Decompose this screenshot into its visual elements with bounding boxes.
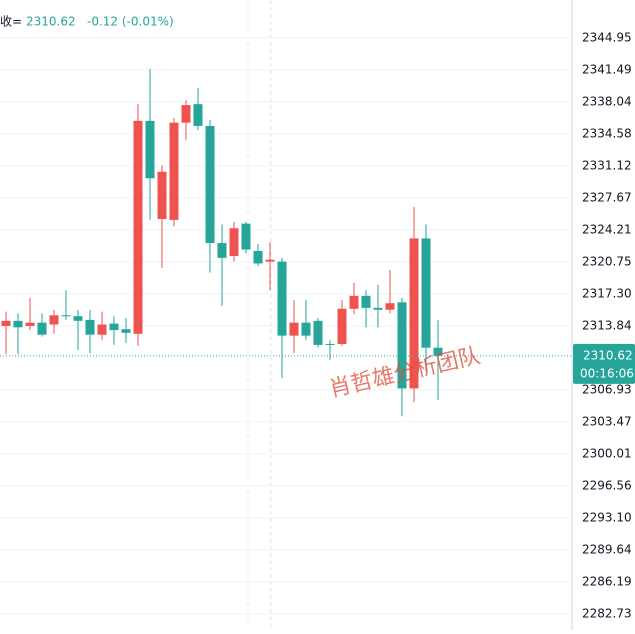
y-tick-label: 2320.75 xyxy=(582,255,632,269)
candle-body xyxy=(13,320,23,328)
y-tick-label: 2317.30 xyxy=(582,286,632,300)
candle-body xyxy=(217,243,227,258)
candle-body xyxy=(181,105,191,123)
countdown: 00:16:06 xyxy=(580,366,634,380)
y-tick-label: 2344.95 xyxy=(582,30,632,44)
candle-body xyxy=(361,295,371,308)
y-tick-label: 2313.84 xyxy=(582,319,632,333)
candle-body xyxy=(1,320,11,326)
y-tick-label: 2331.12 xyxy=(582,159,632,173)
candle-body xyxy=(121,329,131,333)
candle-body xyxy=(229,228,239,257)
candle-body xyxy=(133,120,143,334)
y-tick-label: 2300.01 xyxy=(582,447,632,461)
y-tick-label: 2282.73 xyxy=(582,607,632,621)
candle-body xyxy=(385,303,395,310)
candle-body xyxy=(25,322,35,326)
candle-body xyxy=(301,322,311,336)
y-tick-label: 2324.21 xyxy=(582,223,632,237)
last-price-label: 2310.62 xyxy=(583,348,633,362)
candle-body xyxy=(169,122,179,220)
candle-body xyxy=(289,322,299,336)
candle-body xyxy=(73,316,83,321)
y-tick-label: 2327.67 xyxy=(582,190,632,204)
y-tick-label: 2286.19 xyxy=(582,575,632,589)
candle-body xyxy=(277,261,287,336)
candle-body xyxy=(109,323,119,331)
candle-body xyxy=(253,250,263,264)
y-tick-label: 2306.93 xyxy=(582,383,632,397)
candle-body xyxy=(241,223,251,250)
candle-body xyxy=(205,125,215,244)
candle-body xyxy=(49,315,59,325)
candle-body xyxy=(397,302,407,389)
y-tick-label: 2289.64 xyxy=(582,543,632,557)
y-tick-label: 2338.04 xyxy=(582,94,632,108)
candle-body xyxy=(421,238,431,348)
candle-body xyxy=(409,238,419,389)
candle-body xyxy=(349,295,359,309)
y-tick-label: 2334.58 xyxy=(582,126,632,140)
candle-body xyxy=(313,320,323,345)
candle-body xyxy=(265,259,275,262)
candle-body xyxy=(433,347,443,356)
header-change: -0.12 (-0.01%) xyxy=(87,15,174,29)
y-tick-label: 2341.49 xyxy=(582,63,632,77)
candle-body xyxy=(61,315,71,317)
candle-body xyxy=(157,171,167,219)
last-price-box xyxy=(573,343,635,384)
header-label: 收= xyxy=(0,15,22,29)
candle-body xyxy=(373,307,383,310)
candle-body xyxy=(97,324,107,335)
candle-body xyxy=(337,308,347,344)
y-tick-label: 2293.10 xyxy=(582,511,632,525)
candle-body xyxy=(145,120,155,179)
y-tick-label: 2296.56 xyxy=(582,479,632,493)
candle-body xyxy=(193,104,203,126)
header-close: 2310.62 xyxy=(26,15,76,29)
candle-body xyxy=(85,319,95,335)
y-tick-label: 2303.47 xyxy=(582,415,632,429)
candle-body xyxy=(325,343,335,345)
candle-body xyxy=(37,322,47,335)
